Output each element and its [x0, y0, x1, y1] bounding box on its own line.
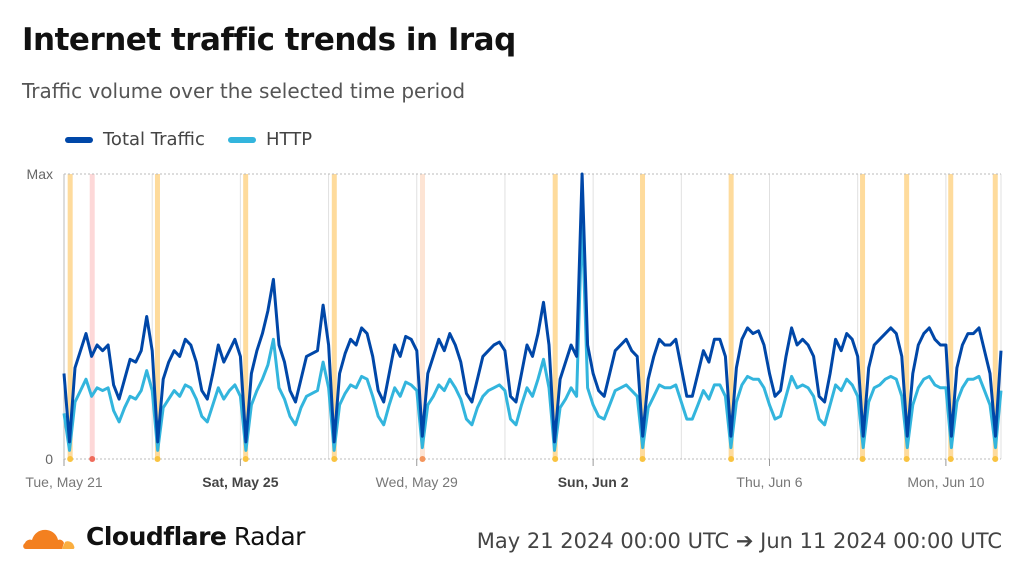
annotation-marker: [242, 456, 249, 462]
annotation-band: [331, 174, 337, 459]
annotation-band: [992, 174, 998, 459]
annotation-marker: [419, 456, 426, 462]
brand-name-bold: Cloudflare: [86, 522, 227, 551]
x-tick-label: Sat, May 25: [202, 474, 278, 490]
annotation-marker: [728, 456, 735, 462]
annotation-band: [154, 174, 160, 459]
annotation-marker: [552, 456, 559, 462]
x-tick-label: Thu, Jun 6: [736, 474, 802, 490]
series-line-total-traffic: [62, 172, 1003, 444]
legend-item-http[interactable]: HTTP: [228, 129, 312, 150]
annotation-marker: [89, 456, 96, 462]
brand-name-light: Radar: [226, 522, 306, 551]
annotation-marker: [331, 456, 338, 462]
y-tick-label: Max: [27, 166, 53, 182]
annotation-marker: [992, 456, 999, 462]
x-tick-label: Tue, May 21: [25, 474, 103, 490]
annotation-marker: [903, 456, 910, 462]
annotation-marker: [154, 456, 161, 462]
annotation-band: [640, 174, 646, 459]
x-tick-label: Wed, May 29: [376, 474, 458, 490]
annotation-band: [243, 174, 249, 459]
series-line-http: [62, 215, 1003, 452]
legend-label-http: HTTP: [266, 129, 313, 150]
legend-swatch-http: [228, 136, 256, 143]
cloudflare-radar-logo: Cloudflare Radar: [22, 522, 305, 551]
annotation-band: [904, 174, 910, 459]
y-tick-label: 0: [45, 451, 53, 467]
annotation-marker: [67, 456, 74, 462]
x-tick-label: Mon, Jun 10: [907, 474, 984, 490]
chart-subtitle: Traffic volume over the selected time pe…: [22, 79, 466, 103]
legend-swatch-total: [65, 136, 93, 143]
annotation-band: [728, 174, 734, 459]
annotation-marker: [639, 456, 646, 462]
legend-label-total: Total Traffic: [103, 129, 205, 150]
annotation-band: [860, 174, 866, 459]
annotation-marker: [947, 456, 954, 462]
legend-item-total-traffic[interactable]: Total Traffic: [65, 129, 205, 150]
traffic-chart: 0 Max Tue, May 21 Sat, May 25 Wed, May 29 Sun…: [25, 166, 1003, 490]
annotation-band: [89, 174, 95, 459]
annotation-marker: [859, 456, 866, 462]
annotation-band: [948, 174, 954, 459]
chart-title: Internet traffic trends in Iraq: [22, 22, 516, 58]
annotation-band: [552, 174, 558, 459]
cloudflare-cloud-icon: [23, 529, 75, 549]
annotation-band: [67, 174, 73, 459]
annotation-band: [419, 174, 425, 459]
x-tick-label: Sun, Jun 2: [558, 474, 629, 490]
date-range: May 21 2024 00:00 UTC ➔ Jun 11 2024 00:0…: [476, 529, 1002, 553]
